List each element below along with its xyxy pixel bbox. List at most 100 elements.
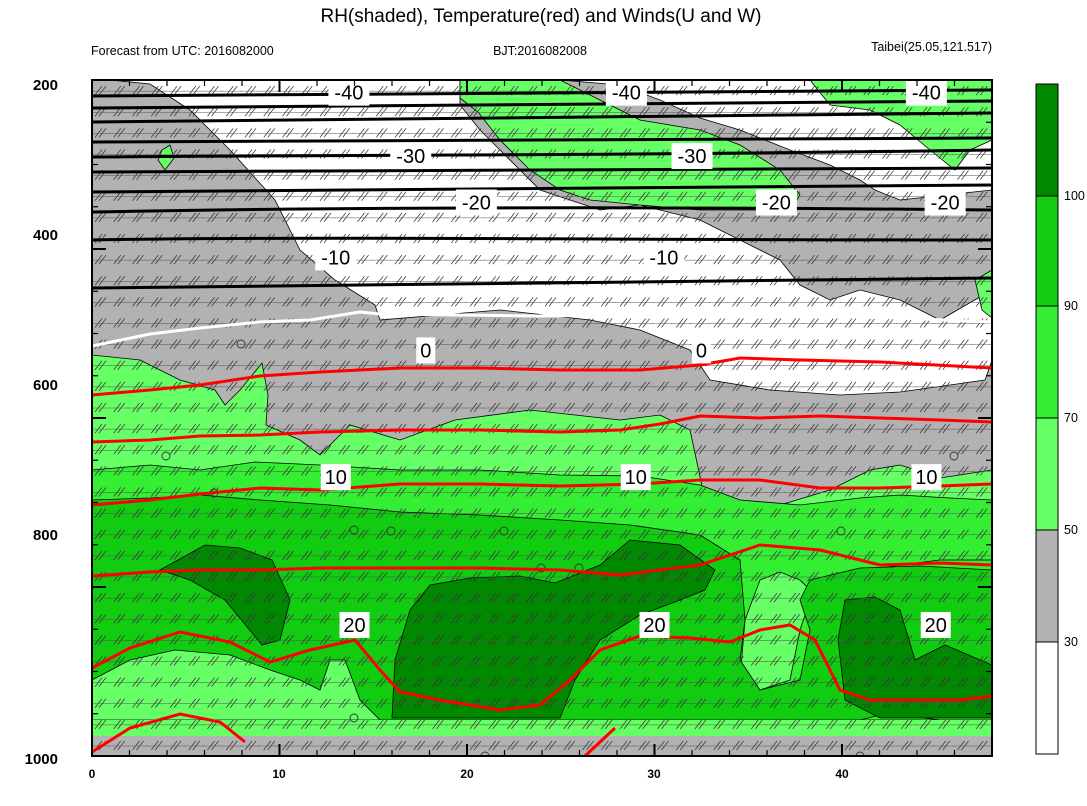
wind-barb <box>957 550 965 561</box>
wind-barb <box>132 635 140 645</box>
wind-barb <box>600 466 609 476</box>
wind-barb <box>267 698 276 708</box>
wind-barb <box>600 550 609 561</box>
wind-barb <box>323 508 332 518</box>
wind-barb <box>136 677 144 687</box>
wind-barb <box>829 339 838 349</box>
wind-barb <box>319 318 328 328</box>
wind-barb <box>169 254 178 265</box>
wind-barb <box>769 550 778 561</box>
wind-barb <box>211 402 219 413</box>
wind-barb <box>750 508 759 518</box>
wind-barb <box>999 445 1006 454</box>
wind-barb <box>169 402 178 413</box>
wind-barb <box>961 571 969 582</box>
wind-barb <box>904 402 913 413</box>
wind-barb <box>717 719 726 730</box>
wind-barb <box>225 381 234 392</box>
wind-barb <box>792 212 801 223</box>
wind-barb <box>394 297 403 307</box>
wind-barb <box>267 402 276 413</box>
wind-barb <box>900 677 909 687</box>
wind-barb <box>323 571 332 582</box>
wind-barb <box>248 128 257 138</box>
wind-barb <box>300 635 309 645</box>
wind-barb <box>567 339 576 349</box>
wind-barb <box>750 360 759 370</box>
wind-barb <box>413 381 422 392</box>
wind-barb <box>113 360 122 370</box>
wind-barb <box>657 339 665 349</box>
wind-barb <box>811 360 819 370</box>
wind-barb <box>173 423 182 434</box>
wind-barb <box>694 592 703 603</box>
wind-barb <box>867 550 876 561</box>
wind-barb <box>323 360 332 370</box>
wind-barb <box>207 550 215 561</box>
wind-barb <box>154 508 163 518</box>
wind-barb <box>567 360 576 370</box>
wind-barb <box>919 656 928 666</box>
wind-barb <box>844 381 853 392</box>
wind-barb <box>732 571 740 582</box>
y-tick-label: 200 <box>33 77 58 94</box>
wind-barb <box>825 571 834 582</box>
wind-barb <box>544 128 553 138</box>
wind-barb <box>736 128 744 138</box>
wind-barb <box>900 592 909 603</box>
wind-barb <box>379 719 388 730</box>
wind-barb <box>904 445 913 455</box>
wind-barb <box>282 402 290 413</box>
wind-barb <box>436 466 444 476</box>
wind-barb <box>469 170 478 180</box>
wind-barb <box>394 487 403 497</box>
wind-barb <box>792 128 801 138</box>
wind-barb <box>961 719 969 730</box>
wind-barb <box>113 740 122 751</box>
wind-barb <box>848 571 857 582</box>
wind-barb <box>698 592 707 603</box>
wind-barb <box>694 571 703 582</box>
wind-barb <box>450 571 459 582</box>
wind-barb <box>750 445 759 455</box>
wind-barb <box>211 254 219 265</box>
wind-barb <box>563 254 572 265</box>
wind-barb <box>244 592 253 603</box>
wind-barb <box>600 698 609 708</box>
wind-barb <box>229 529 238 539</box>
wind-barb <box>375 254 384 265</box>
wind-barb <box>413 212 422 223</box>
wind-barb <box>863 656 872 666</box>
wind-barb <box>300 614 309 624</box>
wind-barb <box>863 740 872 751</box>
wind-barb <box>979 550 988 561</box>
wind-barb <box>694 614 703 624</box>
wind-barb <box>207 508 215 518</box>
wind-barb <box>825 740 834 751</box>
wind-barb <box>492 719 501 730</box>
wind-barb <box>300 445 309 455</box>
wind-barb <box>211 656 219 666</box>
wind-barb <box>154 297 163 307</box>
wind-barb <box>342 360 351 370</box>
wind-barb <box>136 318 144 328</box>
wind-barb <box>244 360 253 370</box>
wind-barb <box>717 487 726 497</box>
wind-barb <box>698 297 707 307</box>
wind-barb <box>117 592 126 603</box>
wind-barb <box>300 339 309 349</box>
wind-barb <box>98 677 107 687</box>
wind-barb <box>525 381 534 392</box>
wind-barb <box>338 508 347 518</box>
wind-barb <box>713 719 722 730</box>
wind-barb <box>319 677 328 687</box>
wind-barb <box>769 170 778 180</box>
wind-barb <box>736 212 744 223</box>
wind-barb <box>150 487 159 497</box>
wind-barb <box>732 698 740 708</box>
wind-barb <box>154 614 163 624</box>
wind-barb <box>811 402 819 413</box>
wind-barb <box>304 550 313 561</box>
wind-barb <box>904 635 913 645</box>
wind-barb <box>450 508 459 518</box>
